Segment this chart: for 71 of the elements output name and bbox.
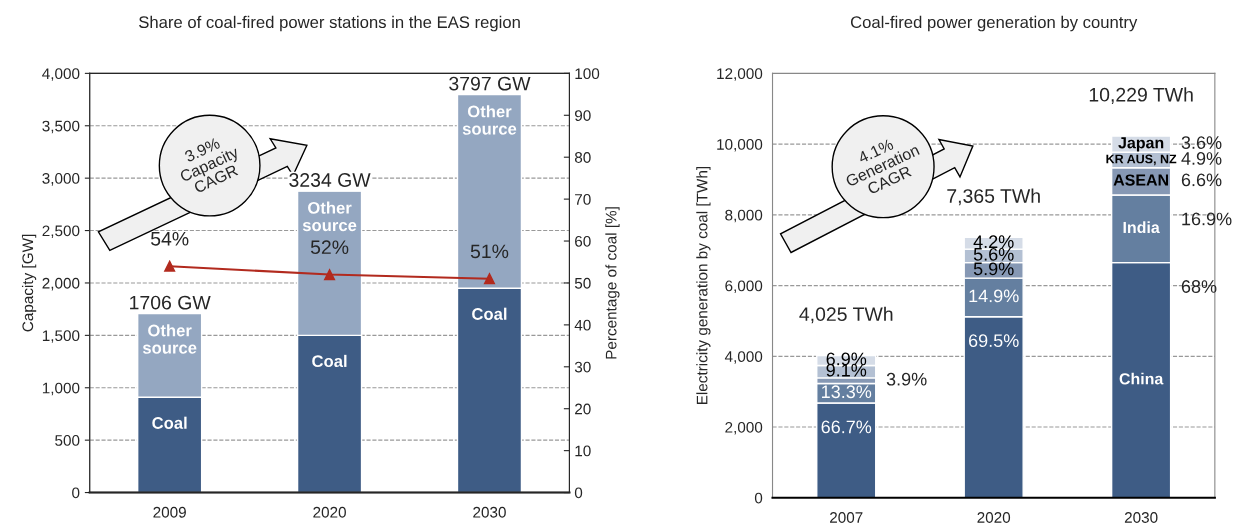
data-label: 51% [470,244,509,259]
annotation: 68% [1181,280,1217,293]
y-tick-label: 1,500 [42,330,80,343]
series-label: Other source [142,324,197,354]
annotation: 4.9% [1181,152,1222,165]
text: Coal [152,416,187,429]
series-label: Japan [1118,137,1164,152]
y2-tick-label: 100 [575,68,600,80]
y-tick-label: 3,000 [42,173,80,186]
annotation: 1706 GW [130,295,211,310]
annotation: 5.6% [973,247,1014,261]
y2-tick-label: 70 [575,193,591,205]
x-tick-label: 2020 [313,506,346,518]
total-label: 10,229 TWh [1089,87,1193,104]
text: Coal [472,307,507,320]
y-tick-label: 8,000 [725,209,763,223]
x-tick-label: 2030 [1124,512,1158,523]
annotation: 66.7% [821,420,872,434]
annotation: 14.9% [969,289,1019,303]
total-label: 7,365 TWh [947,188,1040,206]
y2-axis-title: Percentage of coal [%] [605,207,620,359]
y2-tick-label: 30 [574,361,591,373]
annotation: 3797 GW [449,76,531,91]
series-label: China [1119,372,1164,385]
y-tick-label: 2,000 [725,421,763,435]
annotation: 4.2% [973,235,1014,248]
y2-tick-label: 80 [574,152,591,163]
text: Other source [302,201,357,232]
annotation: 6.6% [1181,173,1222,187]
data-label: 54% [150,232,189,246]
y-tick-label: 500 [55,435,80,446]
y-tick-label: 4,000 [724,351,763,364]
annotation: 13.3% [822,385,872,399]
y2-tick-label: 40 [574,319,591,331]
data-label: 52% [310,240,349,255]
chart-title: Coal-fired power generation by country [850,15,1138,32]
y-axis-title: Electricity generation by coal [TWh] [696,166,711,405]
annotation: 5.9% [973,262,1014,276]
y-tick-label: 4,000 [42,68,80,81]
annotation: 3.6% [1181,136,1222,149]
y-tick-label: 3,500 [42,120,80,134]
annotation: 3.9% [886,372,927,386]
annotation: 16.9% [1182,212,1232,226]
y2-tick-label: 0 [574,487,583,499]
series-label: Coal [312,354,347,368]
series-label: ASEAN [1113,174,1169,186]
series-label: India [1123,221,1160,234]
x-tick-label: 2007 [830,512,863,523]
y2-tick-label: 10 [575,445,591,457]
annotation: 69.5% [969,334,1019,348]
x-tick-label: 2020 [977,512,1011,523]
y2-tick-label: 20 [575,403,591,415]
y-axis-title: Capacity [GW] [21,234,37,332]
annotation: 3234 GW [289,173,371,187]
y2-tick-label: 60 [575,235,591,247]
series-label: KR AUS, NZ [1106,154,1177,166]
y-tick-label: 10,000 [717,138,763,152]
y2-tick-label: 50 [574,277,591,289]
y-tick-label: 0 [72,487,80,499]
y-tick-label: 2,500 [42,225,80,239]
x-tick-label: 2009 [153,506,186,518]
text: Other source [462,105,517,135]
chart-title: Share of coal-fired power stations in the EAS region [139,15,520,32]
total-label: 4,025 TWh [799,306,893,324]
y-tick-label: 2,000 [42,277,80,291]
y2-tick-label: 90 [575,110,591,121]
y-tick-label: 12,000 [717,68,763,81]
x-tick-label: 2030 [473,506,506,518]
y-tick-label: 1,000 [42,382,80,396]
y-tick-label: 6,000 [725,280,763,294]
y-tick-label: 0 [754,492,763,504]
